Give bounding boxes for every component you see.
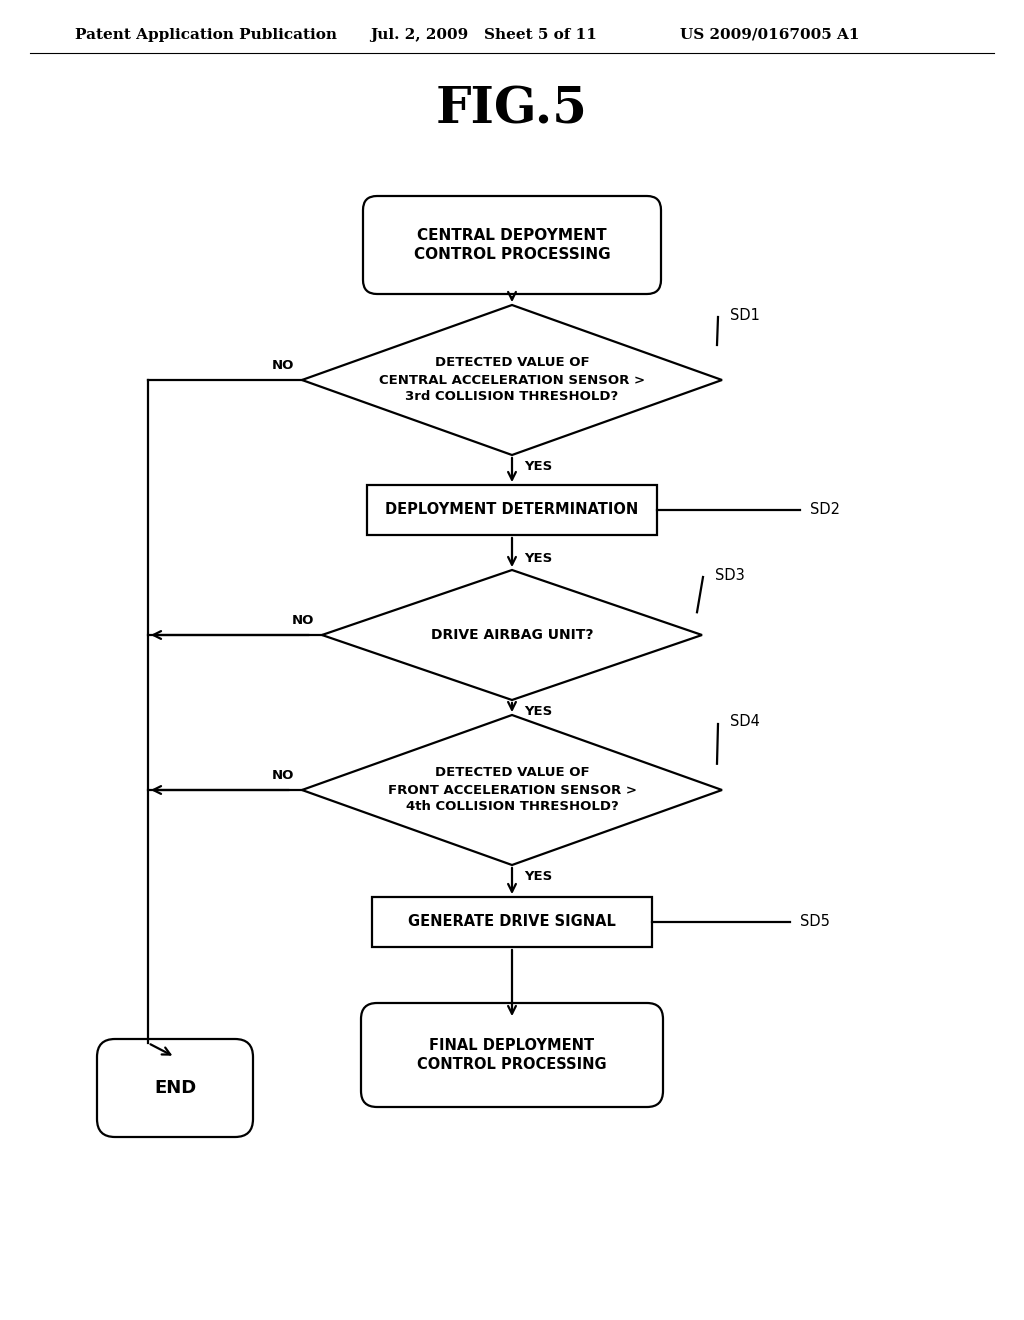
Polygon shape bbox=[302, 715, 722, 865]
Text: NO: NO bbox=[271, 770, 294, 781]
Text: END: END bbox=[154, 1078, 197, 1097]
Text: SD3: SD3 bbox=[715, 568, 744, 582]
FancyBboxPatch shape bbox=[97, 1039, 253, 1137]
Text: YES: YES bbox=[524, 870, 552, 883]
Text: YES: YES bbox=[524, 459, 552, 473]
Text: Patent Application Publication: Patent Application Publication bbox=[75, 28, 337, 42]
Polygon shape bbox=[322, 570, 702, 700]
Bar bbox=[367, 484, 657, 535]
Text: SD5: SD5 bbox=[800, 915, 829, 929]
Text: DRIVE AIRBAG UNIT?: DRIVE AIRBAG UNIT? bbox=[431, 628, 593, 642]
Text: DEPLOYMENT DETERMINATION: DEPLOYMENT DETERMINATION bbox=[385, 503, 639, 517]
Text: CENTRAL DEPOYMENT
CONTROL PROCESSING: CENTRAL DEPOYMENT CONTROL PROCESSING bbox=[414, 227, 610, 263]
Text: FIG.5: FIG.5 bbox=[436, 86, 588, 135]
Text: SD1: SD1 bbox=[730, 308, 760, 322]
Text: NO: NO bbox=[271, 359, 294, 372]
Text: SD2: SD2 bbox=[810, 503, 840, 517]
Text: YES: YES bbox=[524, 552, 552, 565]
Text: US 2009/0167005 A1: US 2009/0167005 A1 bbox=[680, 28, 859, 42]
Text: DETECTED VALUE OF
CENTRAL ACCELERATION SENSOR >
3rd COLLISION THRESHOLD?: DETECTED VALUE OF CENTRAL ACCELERATION S… bbox=[379, 356, 645, 404]
Text: SD4: SD4 bbox=[730, 714, 760, 730]
FancyBboxPatch shape bbox=[362, 195, 662, 294]
Text: FINAL DEPLOYMENT
CONTROL PROCESSING: FINAL DEPLOYMENT CONTROL PROCESSING bbox=[417, 1038, 607, 1072]
Text: GENERATE DRIVE SIGNAL: GENERATE DRIVE SIGNAL bbox=[408, 915, 616, 929]
Text: YES: YES bbox=[524, 705, 552, 718]
Bar bbox=[372, 898, 652, 946]
Text: NO: NO bbox=[292, 614, 314, 627]
Text: DETECTED VALUE OF
FRONT ACCELERATION SENSOR >
4th COLLISION THRESHOLD?: DETECTED VALUE OF FRONT ACCELERATION SEN… bbox=[387, 767, 637, 813]
Polygon shape bbox=[302, 305, 722, 455]
FancyBboxPatch shape bbox=[361, 1003, 663, 1107]
Text: Jul. 2, 2009   Sheet 5 of 11: Jul. 2, 2009 Sheet 5 of 11 bbox=[370, 28, 597, 42]
